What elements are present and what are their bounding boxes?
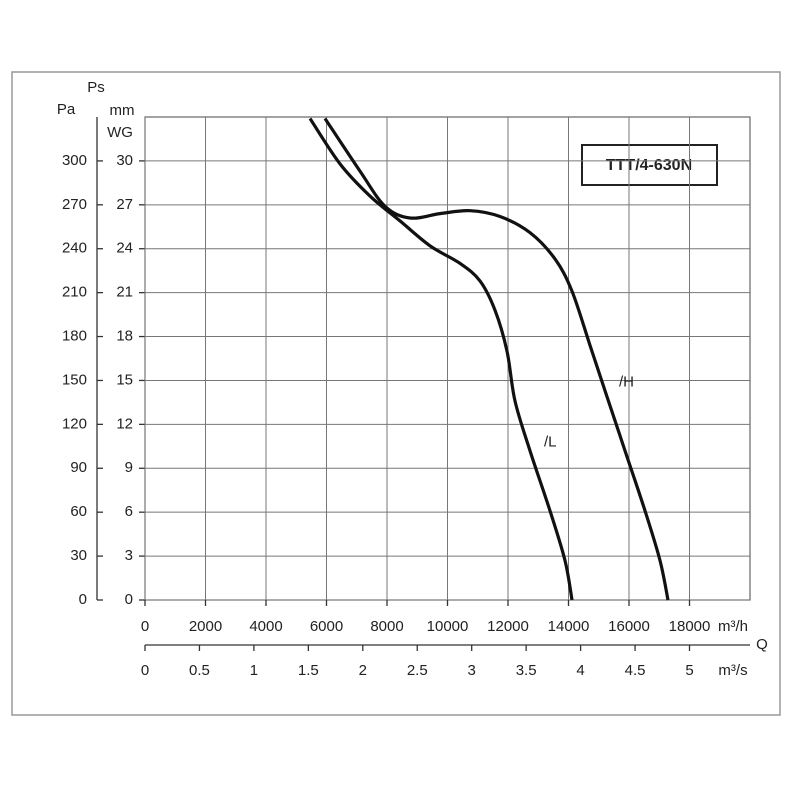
y-tick-label: 120	[62, 415, 87, 432]
x2-tick-label: 0.5	[189, 662, 210, 679]
y2-tick-label: 18	[116, 328, 133, 345]
y2-unit: WG	[107, 124, 133, 141]
curve-label: /H	[619, 374, 634, 391]
y-tick-label: 300	[62, 152, 87, 169]
x-tick-label: 18000	[669, 618, 711, 635]
y-tick-label: 90	[70, 459, 87, 476]
x-tick-label: 16000	[608, 618, 650, 635]
y2-unit: mm	[110, 102, 135, 119]
y2-tick-label: 30	[116, 152, 133, 169]
x2-tick-label: 3.5	[516, 662, 537, 679]
x-tick-label: 10000	[427, 618, 469, 635]
y2-tick-label: 15	[116, 371, 133, 388]
y2-tick-label: 24	[116, 240, 133, 257]
x2-tick-label: 0	[141, 662, 149, 679]
x-tick-label: 4000	[249, 618, 282, 635]
x2-tick-label: 4.5	[625, 662, 646, 679]
curve-label: /L	[544, 434, 557, 451]
x2-tick-label: 3	[468, 662, 476, 679]
x-tick-label: 6000	[310, 618, 343, 635]
x-tick-label: 14000	[548, 618, 590, 635]
y2-tick-label: 0	[125, 591, 133, 608]
y-tick-label: 210	[62, 284, 87, 301]
y2-tick-label: 9	[125, 459, 133, 476]
curve	[323, 117, 670, 601]
x2-tick-label: 4	[576, 662, 584, 679]
x-axis-label: Q	[756, 636, 768, 653]
x2-tick-label: 1.5	[298, 662, 319, 679]
x-tick-label: 8000	[370, 618, 403, 635]
y-unit: Pa	[57, 101, 76, 118]
y-tick-label: 150	[62, 371, 87, 388]
y-axis-label: Ps	[87, 79, 105, 96]
y-tick-label: 270	[62, 196, 87, 213]
y-tick-label: 60	[70, 503, 87, 520]
model-box	[581, 144, 718, 186]
y2-tick-label: 21	[116, 284, 133, 301]
y2-tick-label: 3	[125, 547, 133, 564]
curve	[308, 117, 574, 601]
x2-tick-label: 5	[685, 662, 693, 679]
x2-unit: m³/s	[718, 662, 747, 679]
y-tick-label: 0	[79, 591, 87, 608]
x-unit: m³/h	[718, 618, 748, 635]
x-tick-label: 0	[141, 618, 149, 635]
y-tick-label: 180	[62, 328, 87, 345]
y2-tick-label: 12	[116, 415, 133, 432]
y2-tick-label: 6	[125, 503, 133, 520]
y-tick-label: 240	[62, 240, 87, 257]
x2-tick-label: 1	[250, 662, 258, 679]
x2-tick-label: 2.5	[407, 662, 428, 679]
chart-title: TTT/4-630N	[606, 157, 692, 174]
y2-tick-label: 27	[116, 196, 133, 213]
x-tick-label: 12000	[487, 618, 529, 635]
x-tick-label: 2000	[189, 618, 222, 635]
x2-tick-label: 2	[359, 662, 367, 679]
y-tick-label: 30	[70, 547, 87, 564]
